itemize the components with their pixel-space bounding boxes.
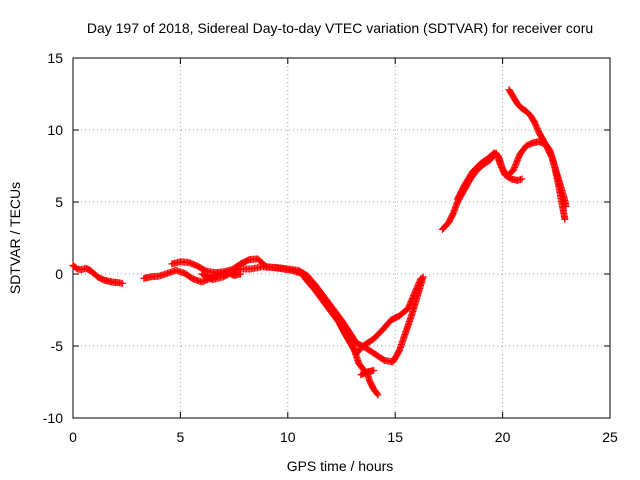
data-series	[505, 86, 570, 210]
axis-ticks	[72, 57, 611, 419]
data-point	[518, 175, 526, 183]
x-tick-label: 0	[69, 429, 77, 445]
data-series	[168, 255, 427, 366]
x-tick-label: 25	[602, 429, 618, 445]
data-series	[357, 366, 378, 379]
data-point	[373, 390, 381, 398]
grid	[73, 58, 610, 418]
data-point	[419, 273, 427, 281]
x-tick-labels: 0 5 10 15 20 25	[69, 429, 618, 445]
y-tick-label: -10	[43, 410, 63, 426]
data-point	[374, 391, 382, 399]
x-axis-label: GPS time / hours	[287, 458, 394, 474]
y-axis-label: SDTVAR / TECUs	[7, 182, 23, 294]
data-series	[69, 261, 126, 287]
y-tick-label: 5	[55, 194, 63, 210]
y-tick-label: 15	[47, 50, 63, 66]
data-series	[198, 269, 245, 284]
data-point	[237, 270, 245, 278]
x-tick-label: 15	[387, 429, 403, 445]
y-tick-labels: -10 -5 0 5 10 15	[43, 50, 63, 426]
y-tick-label: 10	[47, 122, 63, 138]
data-point	[562, 202, 570, 210]
y-tick-label: -5	[51, 338, 64, 354]
data-series	[140, 263, 425, 357]
data-point	[118, 279, 126, 287]
data-point	[370, 366, 378, 374]
chart-title: Day 197 of 2018, Sidereal Day-to-day VTE…	[87, 20, 593, 36]
x-tick-label: 20	[495, 429, 511, 445]
data-series	[301, 274, 382, 399]
plot-frame	[72, 57, 611, 419]
y-tick-label: 0	[55, 266, 63, 282]
x-tick-label: 10	[280, 429, 296, 445]
data-point	[561, 215, 569, 223]
data-points	[69, 86, 570, 399]
x-tick-label: 5	[177, 429, 185, 445]
